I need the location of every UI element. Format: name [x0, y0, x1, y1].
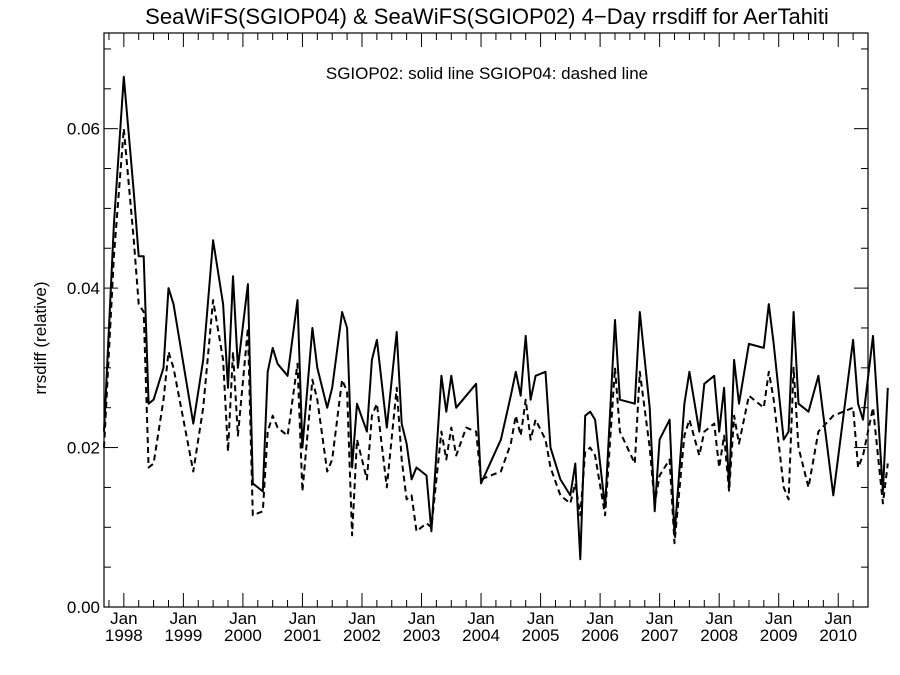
x-tick-label-year: 2010 [819, 626, 857, 645]
series-line-sgiop04 [103, 127, 889, 545]
x-tick-label-year: 2003 [403, 626, 441, 645]
x-tick-label-month: Jan [408, 609, 435, 628]
x-tick-label-year: 2009 [760, 626, 798, 645]
x-tick-label-year: 2000 [224, 626, 262, 645]
x-tick-label-month: Jan [170, 609, 197, 628]
y-tick-labels: 0.00 0.02 0.04 0.06 [67, 120, 100, 617]
x-tick-labels: Jan1998Jan1999Jan2000Jan2001Jan2002Jan20… [105, 609, 857, 645]
x-tick-label-year: 1998 [105, 626, 143, 645]
series-lines [103, 75, 889, 561]
x-tick-label-year: 2007 [641, 626, 679, 645]
y-tick-label: 0.04 [67, 279, 100, 298]
x-tick-label-year: 1999 [164, 626, 202, 645]
x-tick-label-month: Jan [289, 609, 316, 628]
y-tick-label: 0.06 [67, 120, 100, 139]
x-tick-label-month: Jan [467, 609, 494, 628]
y-axis-label: rrsdiff (relative) [31, 281, 50, 394]
x-tick-label-year: 2006 [581, 626, 619, 645]
x-tick-label-month: Jan [586, 609, 613, 628]
chart-title: SeaWiFS(SGIOP04) & SeaWiFS(SGIOP02) 4−Da… [145, 4, 829, 29]
x-tick-label-month: Jan [705, 609, 732, 628]
x-tick-label-month: Jan [110, 609, 137, 628]
x-tick-label-month: Jan [527, 609, 554, 628]
x-tick-label-month: Jan [646, 609, 673, 628]
x-tick-label-month: Jan [348, 609, 375, 628]
plot-frame [103, 32, 869, 608]
x-tick-label-month: Jan [229, 609, 256, 628]
series-line-sgiop02 [103, 75, 889, 561]
axis-ticks [104, 33, 869, 608]
x-tick-label-year: 2002 [343, 626, 381, 645]
x-tick-label-year: 2005 [522, 626, 560, 645]
x-tick-label-month: Jan [825, 609, 852, 628]
x-tick-label-year: 2008 [700, 626, 738, 645]
x-tick-label-month: Jan [765, 609, 792, 628]
y-tick-label: 0.02 [67, 439, 100, 458]
y-tick-label: 0.00 [67, 598, 100, 617]
line-style-annotation: SGIOP02: solid line SGIOP04: dashed line [326, 64, 648, 83]
x-tick-label-year: 2004 [462, 626, 500, 645]
x-tick-label-year: 2001 [284, 626, 322, 645]
